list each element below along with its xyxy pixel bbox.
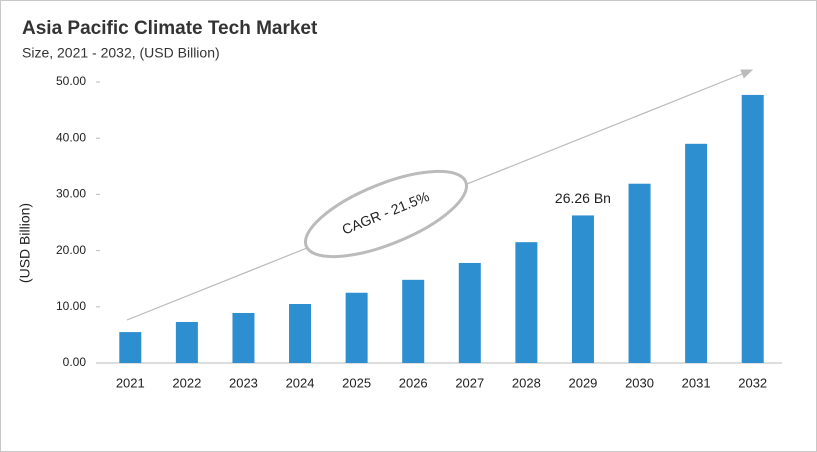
y-tick-label: 50.00 bbox=[56, 74, 86, 88]
bar bbox=[289, 303, 312, 363]
bar bbox=[402, 279, 425, 363]
bar bbox=[175, 321, 198, 363]
bar bbox=[741, 94, 764, 364]
chart-subtitle: Size, 2021 - 2032, (USD Billion) bbox=[22, 45, 220, 61]
x-tick-label: 2029 bbox=[568, 375, 597, 390]
bar bbox=[345, 292, 368, 363]
x-tick-label: 2023 bbox=[229, 375, 258, 390]
x-tick-label: 2026 bbox=[399, 375, 428, 390]
x-tick-label: 2032 bbox=[738, 375, 767, 390]
data-label: 26.26 Bn bbox=[555, 190, 611, 206]
x-tick-label: 2025 bbox=[342, 375, 371, 390]
bar bbox=[571, 215, 594, 363]
bar bbox=[628, 183, 651, 363]
bar bbox=[119, 332, 142, 363]
x-tick-label: 2022 bbox=[172, 375, 201, 390]
x-tick-label: 2024 bbox=[286, 375, 315, 390]
x-tick-label: 2031 bbox=[682, 375, 711, 390]
x-tick-label: 2021 bbox=[116, 375, 145, 390]
y-tick-label: 40.00 bbox=[56, 130, 86, 144]
cagr-ellipse bbox=[303, 169, 469, 259]
x-tick-label: 2027 bbox=[455, 375, 484, 390]
y-axis-label: (USD Billion) bbox=[17, 203, 33, 283]
bar bbox=[232, 312, 255, 363]
bar bbox=[458, 262, 481, 363]
x-tick-label: 2030 bbox=[625, 375, 654, 390]
y-tick-label: 0.00 bbox=[63, 355, 87, 369]
x-tick-label: 2028 bbox=[512, 375, 541, 390]
y-tick-label: 20.00 bbox=[56, 243, 86, 257]
chart-title: Asia Pacific Climate Tech Market bbox=[22, 18, 318, 39]
bar bbox=[515, 242, 538, 363]
y-tick-label: 30.00 bbox=[56, 187, 86, 201]
y-tick-label: 10.00 bbox=[56, 299, 86, 313]
bar bbox=[685, 143, 708, 363]
